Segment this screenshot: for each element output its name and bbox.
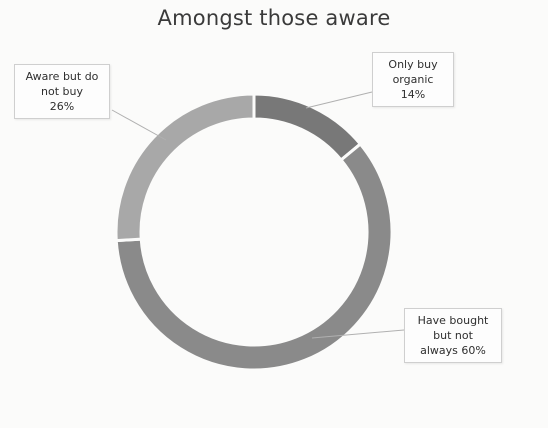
label-value: 14% bbox=[400, 88, 426, 101]
label-line: Have bought bbox=[417, 314, 489, 327]
slice-aware-but-do-not-buy bbox=[114, 92, 256, 243]
slice-only-buy-organic bbox=[252, 92, 363, 163]
data-label-aware-but-do-not-buy: Aware but do not buy 26% bbox=[14, 64, 110, 119]
slice-have-bought-but-not-always bbox=[114, 141, 394, 372]
label-line: but not bbox=[433, 329, 473, 342]
label-line: organic bbox=[392, 73, 434, 86]
label-line: Only buy bbox=[388, 58, 438, 71]
leader-line-organic bbox=[305, 91, 373, 109]
data-label-only-buy-organic: Only buy organic 14% bbox=[372, 52, 454, 107]
label-line: not buy bbox=[41, 85, 83, 98]
data-label-have-bought-but-not-always: Have bought but not always 60% bbox=[404, 308, 502, 363]
leader-line-aware bbox=[111, 109, 167, 141]
leader-line-bought bbox=[311, 329, 405, 339]
label-value: 26% bbox=[49, 100, 75, 113]
chart-title: Amongst those aware bbox=[157, 6, 391, 30]
label-value: always 60% bbox=[420, 344, 486, 357]
label-line: Aware but do bbox=[25, 70, 99, 83]
